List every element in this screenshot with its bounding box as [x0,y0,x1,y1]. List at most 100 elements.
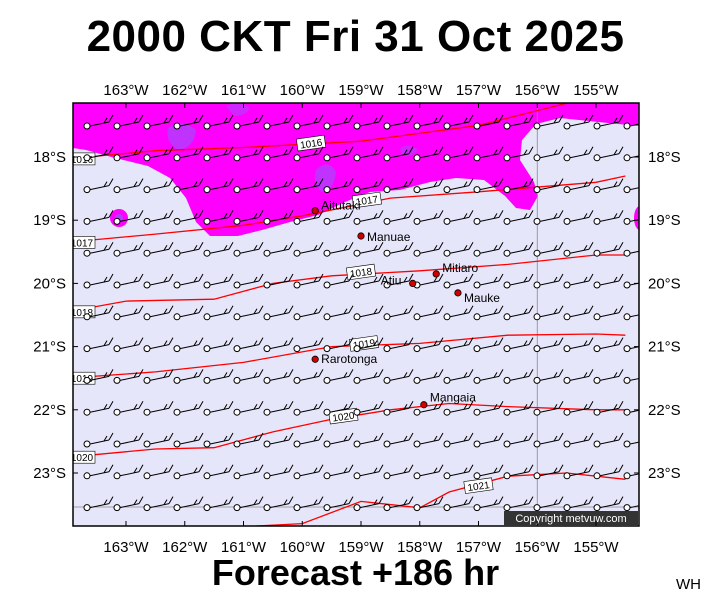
barb-flag [138,210,144,218]
barb-flag [348,369,354,377]
wind-barb [323,210,354,225]
barb-shaft [479,185,500,191]
wind-barb [173,241,204,257]
barb-flag [223,499,228,505]
barb-flag [463,499,468,505]
barb-flag [318,432,324,441]
barb-flag [613,435,618,442]
barb-shaft [539,407,560,413]
wind-barb [203,369,234,384]
barb-shaft [569,344,590,350]
barb-station [503,281,511,289]
barb-flag [528,337,534,345]
barb-shaft [209,185,230,191]
barb-flag [523,435,528,442]
barb-flag [348,496,354,504]
barb-station [83,313,91,321]
barb-flag [108,178,114,186]
wind-barb [323,432,354,448]
barb-flag [588,273,594,282]
barb-station [263,345,271,353]
wind-barb [593,464,624,480]
barb-flag [498,496,504,504]
barb-flag [133,117,138,124]
wind-barb [263,146,294,162]
barb-flag [644,468,647,473]
isobar-label-text: 1018 [71,308,94,319]
barb-station [323,122,331,130]
barb-flag [133,372,138,378]
lon-label-bottom: 159°W [338,539,384,556]
barb-flag [313,403,318,410]
barb-shaft [269,185,290,191]
barb-flag [343,372,348,378]
barb-flag [168,369,174,377]
barb-flag [523,467,528,474]
barb-flag [343,244,348,251]
barb-shaft [539,439,560,445]
barb-station [353,376,361,384]
wind-barb [353,305,384,321]
barb-shaft [149,185,170,191]
wind-barb [83,432,114,448]
isobar-label-box [351,191,382,209]
barb-shaft [119,153,140,159]
wind-barb [263,337,294,353]
barb-flag [138,114,144,123]
barb-flag [463,372,468,378]
barb-shaft [119,344,140,350]
barb-flag [283,340,288,346]
barb-station [473,472,481,480]
barb-shaft [359,375,380,381]
barb-flag [523,308,528,315]
barb-flag [288,305,294,314]
wind-barb [623,376,639,384]
barb-flag [288,114,294,123]
wind-barb [83,337,114,353]
barb-shaft [209,216,230,222]
barb-station [353,249,361,257]
barb-station [83,376,91,384]
barb-shaft [599,153,620,159]
barb-station [83,217,91,225]
wind-barb [263,210,294,225]
wind-barb [113,146,144,162]
wind-barb [293,114,324,130]
barb-flag [378,241,384,250]
page-title: 2000 CKT Fri 31 Oct 2025 [86,12,625,61]
barb-flag [378,369,384,377]
barb-shaft [209,121,230,127]
lon-label-top: 155°W [573,82,619,99]
barb-flag [193,403,198,410]
wind-barb [143,178,174,194]
wind-barb [563,369,594,384]
barb-flag [283,149,288,156]
barb-station [293,186,301,194]
barb-flag [193,499,198,505]
barb-station [143,249,151,257]
barb-flag [403,403,408,410]
barb-shaft [179,153,200,159]
barb-station [293,122,301,130]
barb-station [263,122,271,130]
barb-flag [133,403,138,410]
barb-flag [343,149,348,156]
barb-station [233,440,241,448]
wind-barb [113,432,144,448]
wind-barb [383,114,414,130]
barb-flag [313,276,318,283]
isobar-edge-label: 1020 [73,450,96,464]
barb-flag [649,497,653,504]
wind-barb [233,496,264,512]
barb-flag [348,146,354,155]
barb-shaft [419,439,440,445]
barb-flag [463,435,468,442]
barb-flag [198,496,204,504]
barb-shaft [569,280,590,286]
barb-shaft [119,471,140,477]
wind-barb [623,408,639,416]
barb-shaft [479,439,500,445]
barb-shaft [239,121,260,127]
barb-flag [258,210,264,218]
